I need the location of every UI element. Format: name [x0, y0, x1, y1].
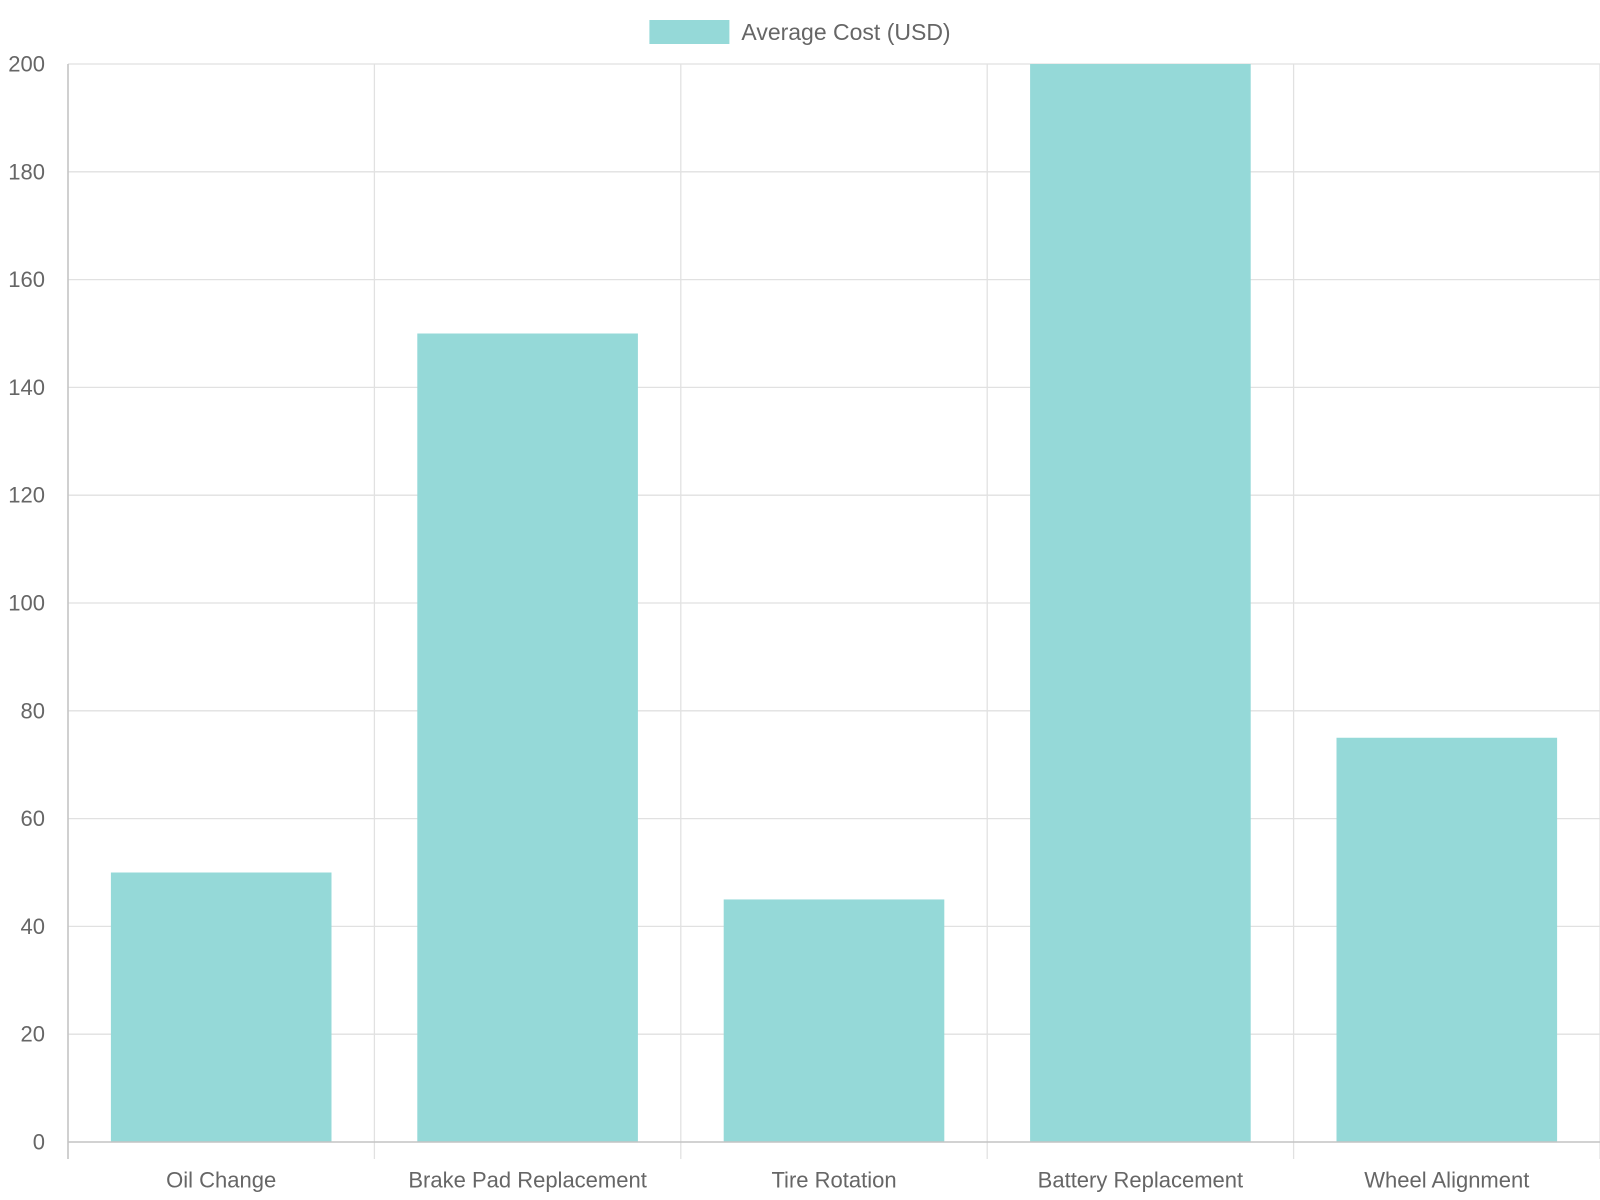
- bar-oil-change[interactable]: [110, 872, 332, 1143]
- grid: [68, 63, 1600, 1159]
- bar-wheel-alignment[interactable]: [1336, 737, 1558, 1142]
- bar-battery-replacement[interactable]: [1030, 64, 1251, 1142]
- y-tick-label: 40: [21, 914, 45, 939]
- x-tick-label: Brake Pad Replacement: [408, 1168, 646, 1193]
- y-tick-label: 140: [8, 375, 45, 400]
- y-tick-label: 0: [33, 1130, 45, 1155]
- legend-swatch[interactable]: [649, 20, 730, 44]
- bar-tire-rotation[interactable]: [723, 899, 945, 1142]
- y-tick-label: 80: [21, 698, 45, 723]
- x-tick-label: Battery Replacement: [1038, 1168, 1243, 1193]
- y-tick-label: 100: [8, 591, 45, 616]
- legend-label[interactable]: Average Cost (USD): [741, 19, 950, 45]
- y-tick-label: 180: [8, 159, 45, 184]
- y-axis-tick-labels: 0 20 40 60 80 100 120 140 160 180 200: [8, 52, 45, 1155]
- y-tick-label: 20: [21, 1022, 45, 1047]
- legend[interactable]: Average Cost (USD): [649, 19, 951, 45]
- bar-brake-pad-replacement[interactable]: [417, 333, 638, 1143]
- y-tick-label: 160: [8, 267, 45, 292]
- axes: [67, 64, 1600, 1159]
- x-axis-tick-labels: Oil Change Brake Pad Replacement Tire Rota…: [166, 1168, 1529, 1193]
- bars: [110, 64, 1558, 1143]
- x-tick-label: Wheel Alignment: [1364, 1168, 1529, 1193]
- y-tick-label: 120: [8, 483, 45, 508]
- x-tick-label: Tire Rotation: [771, 1168, 896, 1193]
- y-tick-label: 60: [21, 806, 45, 831]
- x-tick-label: Oil Change: [166, 1168, 276, 1193]
- y-tick-label: 200: [8, 52, 45, 77]
